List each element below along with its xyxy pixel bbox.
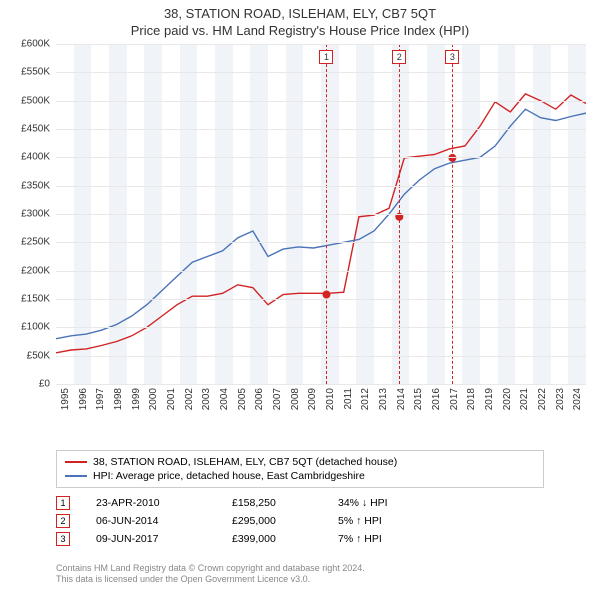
gridline — [56, 129, 586, 130]
gridline — [56, 271, 586, 272]
chart-subtitle: Price paid vs. HM Land Registry's House … — [0, 23, 600, 38]
y-axis-label: £500K — [6, 95, 50, 106]
x-axis-label: 2008 — [290, 388, 301, 410]
gridline — [56, 356, 586, 357]
x-axis-label: 2006 — [254, 388, 265, 410]
y-axis-label: £100K — [6, 322, 50, 333]
x-axis-label: 2010 — [325, 388, 336, 410]
x-axis-label: 2012 — [360, 388, 371, 410]
gridline — [56, 72, 586, 73]
legend-swatch — [65, 461, 87, 463]
event-marker-badge: 3 — [445, 50, 459, 64]
y-axis-label: £0 — [6, 379, 50, 390]
y-axis-label: £450K — [6, 124, 50, 135]
x-axis-label: 2009 — [307, 388, 318, 410]
x-axis-label: 2018 — [466, 388, 477, 410]
y-axis-label: £350K — [6, 180, 50, 191]
footer-line-1: Contains HM Land Registry data © Crown c… — [56, 563, 365, 575]
x-axis-label: 2000 — [148, 388, 159, 410]
legend-label: 38, STATION ROAD, ISLEHAM, ELY, CB7 5QT … — [93, 456, 397, 468]
x-axis-label: 1996 — [78, 388, 89, 410]
gridline — [56, 384, 586, 385]
x-axis-label: 2013 — [378, 388, 389, 410]
y-axis-label: £50K — [6, 350, 50, 361]
events-table: 1 23-APR-2010 £158,250 34% ↓ HPI 2 06-JUN-201… — [56, 494, 428, 548]
x-axis-label: 2023 — [555, 388, 566, 410]
x-axis-label: 1997 — [95, 388, 106, 410]
event-pct: 34% ↓ HPI — [338, 497, 428, 509]
gridline — [56, 44, 586, 45]
event-row: 1 23-APR-2010 £158,250 34% ↓ HPI — [56, 494, 428, 512]
event-badge: 2 — [56, 514, 70, 528]
legend-item: HPI: Average price, detached house, East… — [65, 469, 535, 483]
gridline — [56, 157, 586, 158]
x-axis-label: 2024 — [572, 388, 583, 410]
series-hpi — [56, 109, 586, 339]
chart-area: 1 2 3 £0 £50K £100K £150K £200K £250K £300K £350K… — [6, 44, 594, 414]
x-axis-label: 2017 — [449, 388, 460, 410]
event-date: 09-JUN-2017 — [96, 533, 206, 545]
gridline — [56, 214, 586, 215]
event-marker-badge: 1 — [319, 50, 333, 64]
x-axis-label: 2007 — [272, 388, 283, 410]
event-pct: 5% ↑ HPI — [338, 515, 428, 527]
x-axis-label: 2020 — [502, 388, 513, 410]
event-price: £158,250 — [232, 497, 312, 509]
legend-label: HPI: Average price, detached house, East… — [93, 470, 365, 482]
x-axis-label: 2021 — [519, 388, 530, 410]
y-axis-label: £600K — [6, 39, 50, 50]
gridline — [56, 299, 586, 300]
legend-box: 38, STATION ROAD, ISLEHAM, ELY, CB7 5QT … — [56, 450, 544, 488]
y-axis-label: £400K — [6, 152, 50, 163]
y-axis-label: £550K — [6, 67, 50, 78]
x-axis-label: 2022 — [537, 388, 548, 410]
event-row: 3 09-JUN-2017 £399,000 7% ↑ HPI — [56, 530, 428, 548]
x-axis-label: 2015 — [413, 388, 424, 410]
legend-swatch — [65, 475, 87, 477]
gridline — [56, 101, 586, 102]
chart-title: 38, STATION ROAD, ISLEHAM, ELY, CB7 5QT — [0, 6, 600, 21]
gridline — [56, 242, 586, 243]
x-axis-label: 1998 — [113, 388, 124, 410]
gridline — [56, 186, 586, 187]
x-axis-label: 2005 — [237, 388, 248, 410]
footer-attribution: Contains HM Land Registry data © Crown c… — [56, 563, 365, 586]
event-date: 06-JUN-2014 — [96, 515, 206, 527]
x-axis-label: 2001 — [166, 388, 177, 410]
event-pct: 7% ↑ HPI — [338, 533, 428, 545]
event-price: £295,000 — [232, 515, 312, 527]
event-badge: 1 — [56, 496, 70, 510]
event-price: £399,000 — [232, 533, 312, 545]
x-axis-label: 1999 — [131, 388, 142, 410]
x-axis-label: 2004 — [219, 388, 230, 410]
x-axis-label: 2014 — [396, 388, 407, 410]
x-axis-label: 2002 — [184, 388, 195, 410]
event-date: 23-APR-2010 — [96, 497, 206, 509]
y-axis-label: £200K — [6, 265, 50, 276]
y-axis-label: £150K — [6, 294, 50, 305]
footer-line-2: This data is licensed under the Open Gov… — [56, 574, 365, 586]
chart-header: 38, STATION ROAD, ISLEHAM, ELY, CB7 5QT … — [0, 0, 600, 40]
x-axis-label: 2016 — [431, 388, 442, 410]
x-axis-label: 2011 — [343, 388, 354, 410]
y-axis-label: £250K — [6, 237, 50, 248]
x-axis-label: 1995 — [60, 388, 71, 410]
event-marker-badge: 2 — [392, 50, 406, 64]
x-axis-label: 2003 — [201, 388, 212, 410]
gridline — [56, 327, 586, 328]
event-badge: 3 — [56, 532, 70, 546]
y-axis-label: £300K — [6, 209, 50, 220]
event-row: 2 06-JUN-2014 £295,000 5% ↑ HPI — [56, 512, 428, 530]
x-axis-label: 2019 — [484, 388, 495, 410]
legend-item: 38, STATION ROAD, ISLEHAM, ELY, CB7 5QT … — [65, 455, 535, 469]
